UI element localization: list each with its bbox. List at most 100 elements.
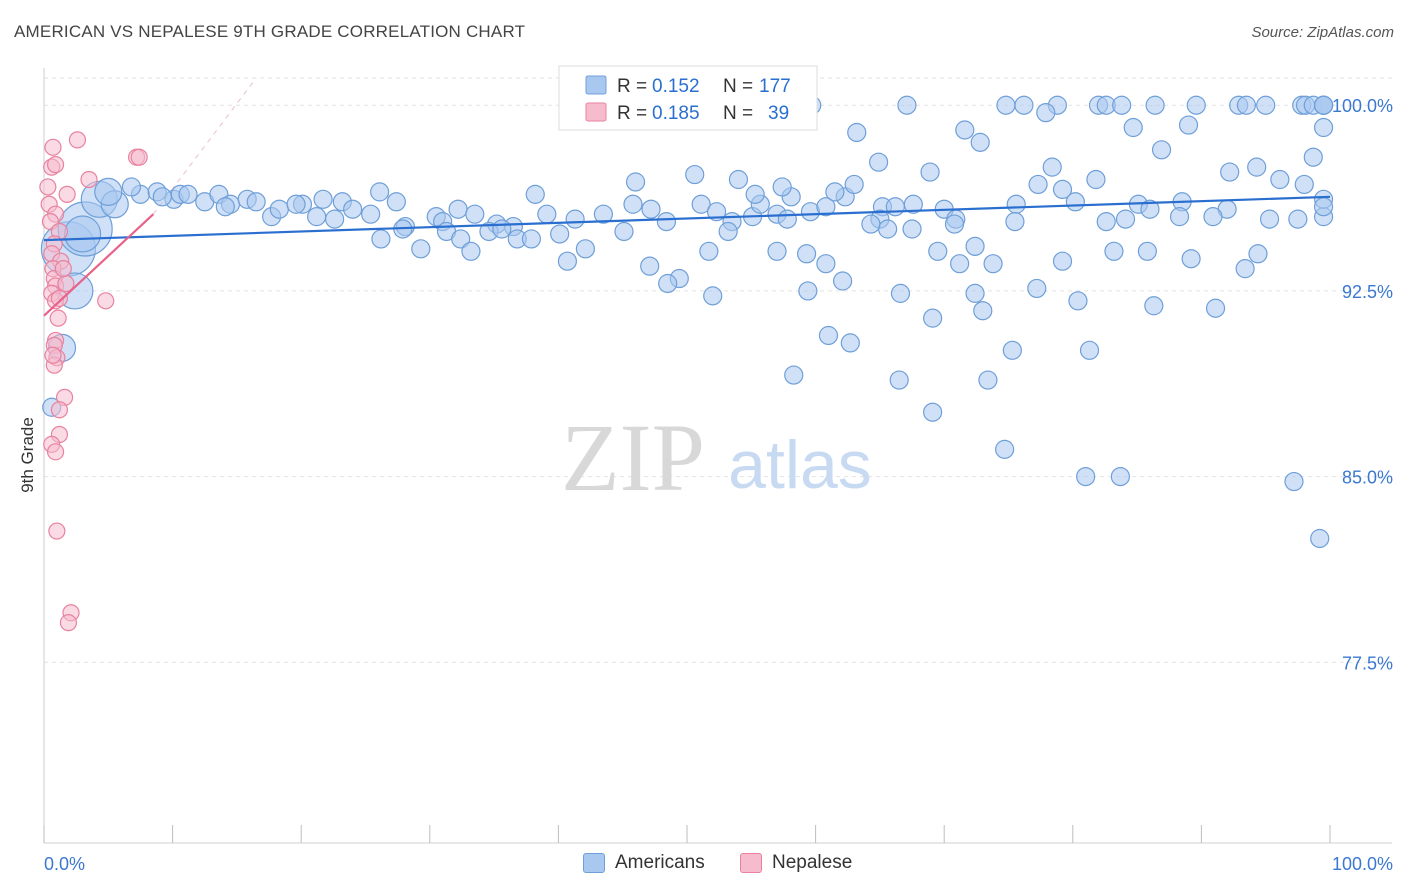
american-point xyxy=(1203,207,1223,227)
american-point xyxy=(1042,157,1062,177)
american-point xyxy=(565,209,585,229)
american-point xyxy=(1005,211,1025,232)
american-point xyxy=(955,120,975,140)
trend-lines xyxy=(43,195,1331,317)
american-point xyxy=(784,365,804,385)
american-point xyxy=(818,325,839,346)
american-point xyxy=(706,202,727,222)
american-point xyxy=(728,169,749,190)
reference-line xyxy=(152,77,257,215)
american-point xyxy=(923,402,943,422)
american-point xyxy=(307,207,327,227)
american-point xyxy=(1303,147,1323,167)
american-point xyxy=(1247,157,1267,177)
american-point xyxy=(902,219,922,239)
american-point xyxy=(1112,95,1132,115)
legend-bottom-swatch-nepalese xyxy=(740,853,762,873)
american-point xyxy=(640,256,660,276)
series-legend: Americans Nepalese xyxy=(0,852,1406,878)
american-point xyxy=(965,283,985,303)
nepalese-point xyxy=(54,260,72,278)
american-point xyxy=(313,189,333,209)
american-point xyxy=(703,286,723,306)
american-point xyxy=(1294,174,1314,195)
american-point xyxy=(691,194,711,214)
american-trend-line xyxy=(43,195,1331,242)
american-point xyxy=(1169,207,1190,227)
american-point xyxy=(923,308,943,328)
american-point xyxy=(816,254,836,274)
american-point xyxy=(1151,140,1172,160)
y-axis-title: 9th Grade xyxy=(18,417,37,493)
american-point xyxy=(1014,95,1034,115)
nepalese-point xyxy=(68,131,87,149)
american-point xyxy=(1288,209,1308,229)
american-point xyxy=(944,214,965,234)
american-point xyxy=(370,182,390,202)
legend-item-americans: Americans xyxy=(583,852,705,874)
american-point xyxy=(1079,340,1100,360)
american-point xyxy=(386,192,406,212)
american-point xyxy=(246,192,266,212)
american-point xyxy=(889,370,909,390)
legend-item-nepalese: Nepalese xyxy=(740,852,852,874)
american-point xyxy=(343,199,363,219)
american-point xyxy=(1256,95,1276,115)
american-point xyxy=(593,204,614,224)
nepalese-point xyxy=(80,170,98,189)
american-point xyxy=(1036,103,1056,123)
american-point xyxy=(816,197,836,217)
y-tick-label: 85.0% xyxy=(1342,468,1393,488)
legend-r-label-americans: R = xyxy=(617,76,647,97)
american-point xyxy=(215,197,235,217)
american-point xyxy=(777,209,797,229)
american-point xyxy=(878,219,898,239)
american-point xyxy=(1096,211,1116,232)
american-point xyxy=(1076,466,1096,487)
nepalese-point xyxy=(48,522,66,540)
american-point xyxy=(641,199,661,219)
nepalese-point xyxy=(44,138,62,156)
american-point xyxy=(371,229,391,249)
american-point xyxy=(492,219,512,239)
american-point xyxy=(1235,259,1255,279)
american-point xyxy=(920,162,940,182)
american-point xyxy=(1220,162,1240,182)
american-point xyxy=(286,194,306,214)
american-point xyxy=(1006,194,1026,214)
legend-swatch-americans xyxy=(585,75,607,95)
nepalese-points xyxy=(39,131,148,632)
american-point xyxy=(833,271,853,291)
american-point xyxy=(465,204,485,224)
american-point xyxy=(1110,466,1130,487)
nepalese-point xyxy=(44,346,62,364)
american-point xyxy=(869,152,889,172)
legend-n-label-americans: N = xyxy=(723,76,753,97)
american-point xyxy=(928,241,948,261)
american-point xyxy=(1068,291,1088,311)
nepalese-point xyxy=(46,443,65,461)
nepalese-point xyxy=(59,614,78,632)
axes xyxy=(43,68,1392,844)
american-point xyxy=(1236,95,1257,115)
american-point xyxy=(550,224,570,244)
american-point xyxy=(890,283,911,303)
american-point xyxy=(970,132,990,152)
american-point xyxy=(1310,528,1330,549)
american-point xyxy=(1181,249,1201,269)
american-point xyxy=(94,177,123,206)
source-label: Source: ZipAtlas.com xyxy=(1251,24,1394,41)
american-point xyxy=(1270,169,1290,190)
legend-n-value-nepalese: 39 xyxy=(768,103,789,124)
american-point xyxy=(825,182,845,202)
legend-n-label-nepalese: N = xyxy=(723,103,753,124)
american-point xyxy=(1313,95,1334,115)
x-tick-label-min: 0.0% xyxy=(44,854,85,874)
nepalese-point xyxy=(58,185,76,203)
american-point xyxy=(152,187,172,207)
american-point xyxy=(1123,117,1143,138)
american-point xyxy=(973,301,993,321)
american-point xyxy=(451,229,471,249)
legend-label-nepalese: Nepalese xyxy=(772,852,853,873)
american-point xyxy=(614,221,634,242)
